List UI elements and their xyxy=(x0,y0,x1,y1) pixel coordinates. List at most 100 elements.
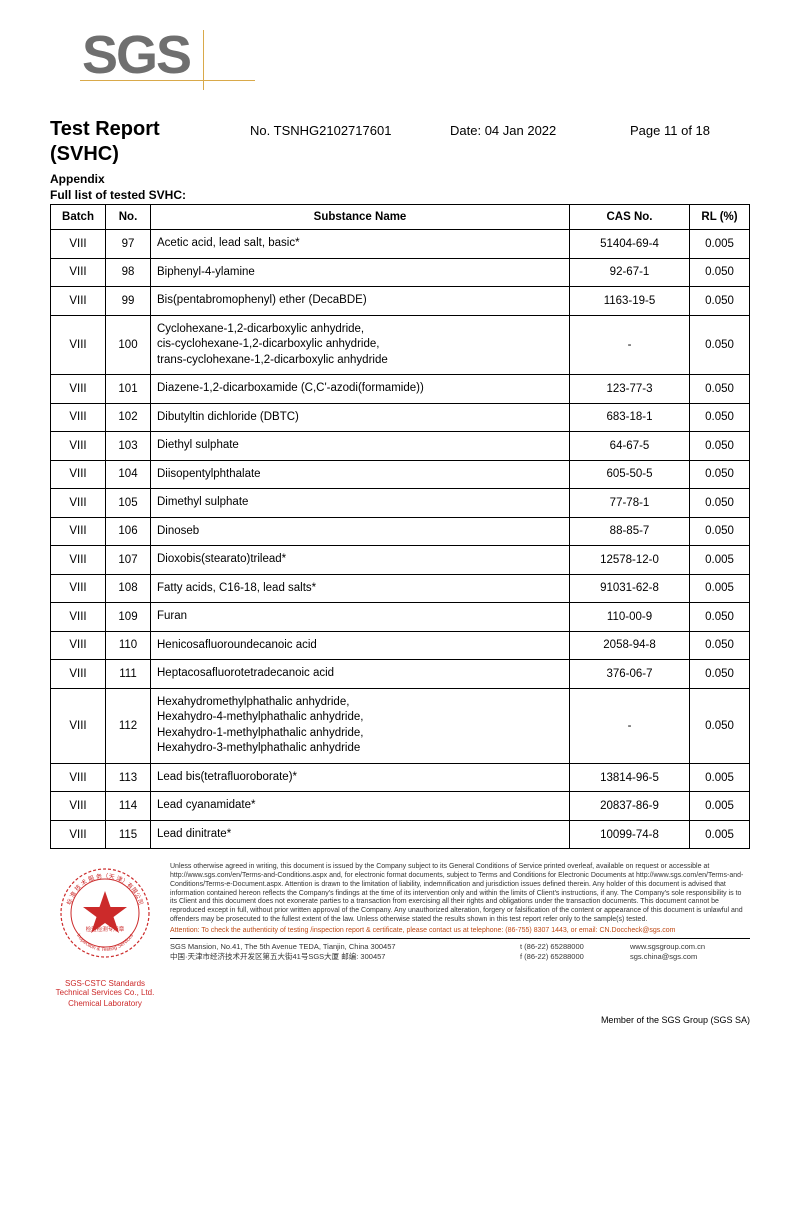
table-row: VIII111Heptacosafluorotetradecanoic acid… xyxy=(51,660,750,689)
table-row: VIII113Lead bis(tetrafluoroborate)*13814… xyxy=(51,763,750,792)
table-row: VIII98Biphenyl-4-ylamine92-67-10.050 xyxy=(51,258,750,287)
cell-rl: 0.005 xyxy=(690,574,750,603)
cell-no: 100 xyxy=(106,315,151,375)
report-number: No. TSNHG2102717601 xyxy=(250,123,440,138)
stamp: 标 准 技 术 服 务（天 津）有限公司 Inspection & Testin… xyxy=(50,863,160,1008)
table-row: VIII107Dioxobis(stearato)trilead*12578-1… xyxy=(51,546,750,575)
footer-divider xyxy=(170,938,750,939)
cell-cas: 376-06-7 xyxy=(570,660,690,689)
list-header: Full list of tested SVHC: xyxy=(50,188,750,202)
appendix-label: Appendix xyxy=(50,172,750,186)
col-batch: Batch xyxy=(51,205,106,230)
cell-rl: 0.050 xyxy=(690,517,750,546)
report-subtitle: (SVHC) xyxy=(50,143,750,166)
cell-substance: Hexahydromethylphathalic anhydride, Hexa… xyxy=(151,688,570,763)
cell-rl: 0.050 xyxy=(690,489,750,518)
cell-rl: 0.050 xyxy=(690,688,750,763)
cell-rl: 0.050 xyxy=(690,660,750,689)
cell-substance: Diisopentylphthalate xyxy=(151,460,570,489)
cell-rl: 0.005 xyxy=(690,546,750,575)
cell-no: 112 xyxy=(106,688,151,763)
cell-cas: 51404-69-4 xyxy=(570,230,690,259)
cell-rl: 0.005 xyxy=(690,792,750,821)
cell-no: 109 xyxy=(106,603,151,632)
address-en: SGS Mansion, No.41, The 5th Avenue TEDA,… xyxy=(170,942,520,952)
cell-batch: VIII xyxy=(51,603,106,632)
sgs-logo: SGS xyxy=(50,30,750,100)
cell-batch: VIII xyxy=(51,688,106,763)
col-rl: RL (%) xyxy=(690,205,750,230)
table-row: VIII105Dimethyl sulphate77-78-10.050 xyxy=(51,489,750,518)
web-1: www.sgsgroup.com.cn xyxy=(630,942,750,952)
attention-text: Attention: To check the authenticity of … xyxy=(170,927,750,936)
table-row: VIII114Lead cyanamidate*20837-86-90.005 xyxy=(51,792,750,821)
cell-substance: Bis(pentabromophenyl) ether (DecaBDE) xyxy=(151,287,570,316)
report-title: Test Report xyxy=(50,118,240,141)
cell-rl: 0.050 xyxy=(690,631,750,660)
table-row: VIII106Dinoseb88-85-70.050 xyxy=(51,517,750,546)
cell-rl: 0.050 xyxy=(690,315,750,375)
cell-no: 114 xyxy=(106,792,151,821)
cell-cas: - xyxy=(570,315,690,375)
cell-cas: 110-00-9 xyxy=(570,603,690,632)
table-row: VIII99Bis(pentabromophenyl) ether (DecaB… xyxy=(51,287,750,316)
cell-rl: 0.050 xyxy=(690,287,750,316)
cell-rl: 0.050 xyxy=(690,258,750,287)
tel-1: t (86-22) 65288000 xyxy=(520,942,630,952)
cell-no: 115 xyxy=(106,820,151,849)
member-line: Member of the SGS Group (SGS SA) xyxy=(50,1015,750,1025)
cell-cas: 605-50-5 xyxy=(570,460,690,489)
stamp-icon: 标 准 技 术 服 务（天 津）有限公司 Inspection & Testin… xyxy=(50,863,160,973)
cell-substance: Lead cyanamidate* xyxy=(151,792,570,821)
cell-no: 103 xyxy=(106,432,151,461)
cell-batch: VIII xyxy=(51,660,106,689)
cell-batch: VIII xyxy=(51,546,106,575)
cell-substance: Dioxobis(stearato)trilead* xyxy=(151,546,570,575)
cell-cas: 683-18-1 xyxy=(570,403,690,432)
table-header-row: Batch No. Substance Name CAS No. RL (%) xyxy=(51,205,750,230)
cell-no: 102 xyxy=(106,403,151,432)
cell-batch: VIII xyxy=(51,574,106,603)
cell-substance: Dimethyl sulphate xyxy=(151,489,570,518)
cell-substance: Lead dinitrate* xyxy=(151,820,570,849)
cell-batch: VIII xyxy=(51,763,106,792)
cell-no: 110 xyxy=(106,631,151,660)
cell-no: 107 xyxy=(106,546,151,575)
cell-no: 98 xyxy=(106,258,151,287)
svg-text:Inspection & Testing Services: Inspection & Testing Services xyxy=(75,933,135,954)
cell-rl: 0.050 xyxy=(690,603,750,632)
report-date: Date: 04 Jan 2022 xyxy=(450,123,620,138)
cell-cas: 123-77-3 xyxy=(570,375,690,404)
cell-no: 113 xyxy=(106,763,151,792)
cell-substance: Diazene-1,2-dicarboxamide (C,C'-azodi(fo… xyxy=(151,375,570,404)
cell-no: 111 xyxy=(106,660,151,689)
web-2: sgs.china@sgs.com xyxy=(630,952,750,962)
logo-text: SGS xyxy=(82,24,190,86)
cell-substance: Cyclohexane-1,2-dicarboxylic anhydride, … xyxy=(151,315,570,375)
table-row: VIII97Acetic acid, lead salt, basic*5140… xyxy=(51,230,750,259)
cell-rl: 0.005 xyxy=(690,230,750,259)
table-row: VIII115Lead dinitrate*10099-74-80.005 xyxy=(51,820,750,849)
cell-batch: VIII xyxy=(51,517,106,546)
cell-cas: 2058-94-8 xyxy=(570,631,690,660)
tel-2: f (86-22) 65288000 xyxy=(520,952,630,962)
cell-cas: 1163-19-5 xyxy=(570,287,690,316)
stamp-caption-2: Chemical Laboratory xyxy=(50,1000,160,1009)
cell-no: 108 xyxy=(106,574,151,603)
cell-substance: Fatty acids, C16-18, lead salts* xyxy=(151,574,570,603)
cell-batch: VIII xyxy=(51,403,106,432)
cell-cas: 64-67-5 xyxy=(570,432,690,461)
cell-rl: 0.050 xyxy=(690,460,750,489)
cell-substance: Diethyl sulphate xyxy=(151,432,570,461)
cell-cas: 12578-12-0 xyxy=(570,546,690,575)
cell-cas: 10099-74-8 xyxy=(570,820,690,849)
cell-no: 97 xyxy=(106,230,151,259)
col-cas: CAS No. xyxy=(570,205,690,230)
page-indicator: Page 11 of 18 xyxy=(630,123,710,138)
cell-cas: - xyxy=(570,688,690,763)
cell-batch: VIII xyxy=(51,792,106,821)
cell-no: 101 xyxy=(106,375,151,404)
col-name: Substance Name xyxy=(151,205,570,230)
cell-no: 106 xyxy=(106,517,151,546)
cell-rl: 0.005 xyxy=(690,763,750,792)
